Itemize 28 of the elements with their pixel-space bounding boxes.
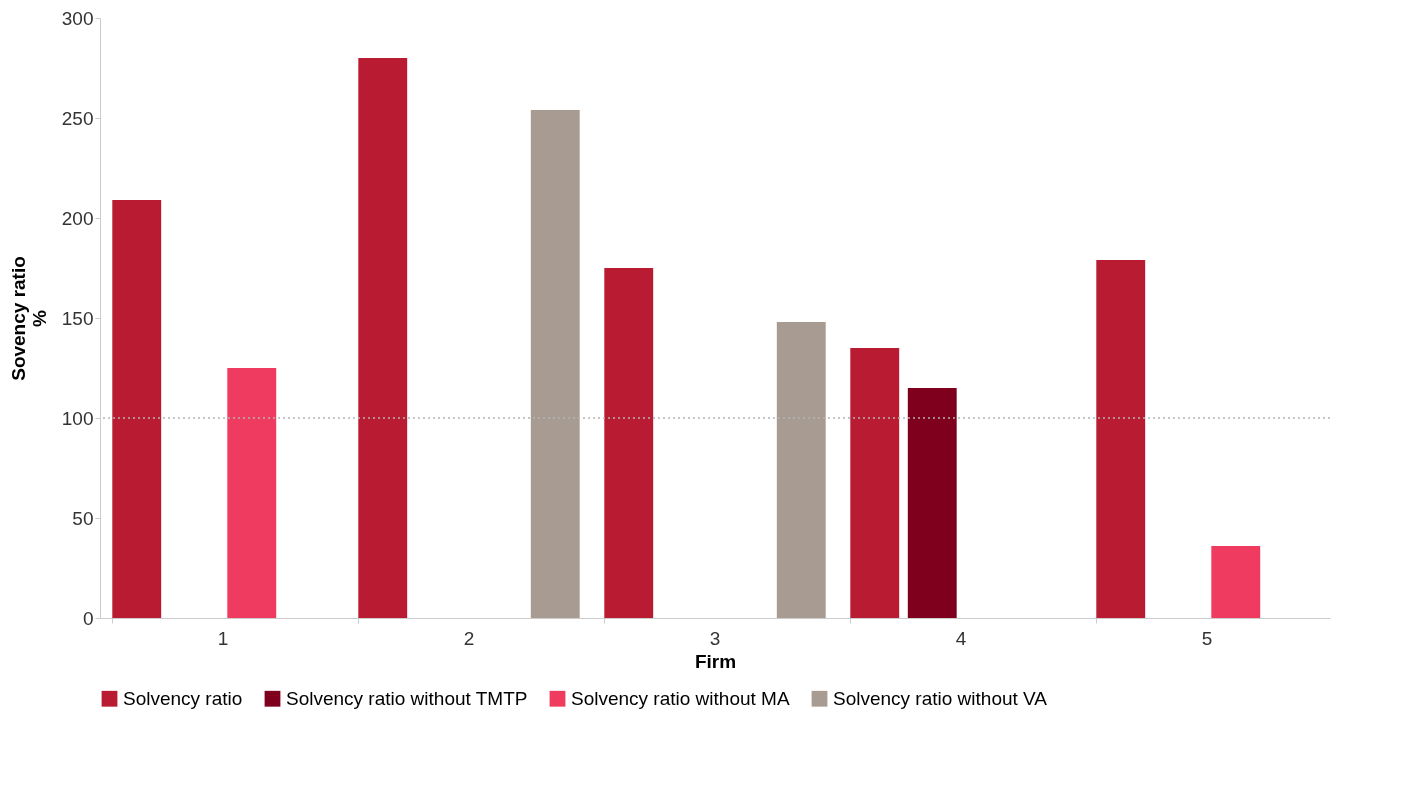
y-tick-label: 0 [82,607,94,629]
bar [530,110,580,618]
bar [1211,546,1261,618]
bar [358,58,408,618]
bar [227,368,277,618]
x-axis-title: Firm [694,650,737,672]
legend-label: Solvency ratio without TMTP [286,687,528,709]
y-tick-label: 300 [61,7,94,29]
bar [850,348,900,618]
bar [1096,260,1146,618]
x-tick-label: 5 [1201,627,1213,649]
x-tick-label: 4 [955,627,967,649]
x-tick-label: 1 [217,627,229,649]
y-tick-label: 100 [61,407,94,429]
y-axis-title: Sovency ratio % [7,256,50,381]
x-tick-label: 2 [463,627,475,649]
y-tick-label: 250 [61,107,94,129]
bar [907,388,957,618]
x-tick-label: 3 [709,627,721,649]
y-tick-label: 200 [61,207,94,229]
bar [776,322,826,618]
bar [604,268,654,618]
bar [112,200,162,618]
legend-label: Solvency ratio without VA [833,687,1048,709]
legend-label: Solvency ratio without MA [571,687,790,709]
y-tick-label: 150 [61,307,94,329]
y-tick-label: 50 [72,507,94,529]
legend-label: Solvency ratio [123,687,243,709]
